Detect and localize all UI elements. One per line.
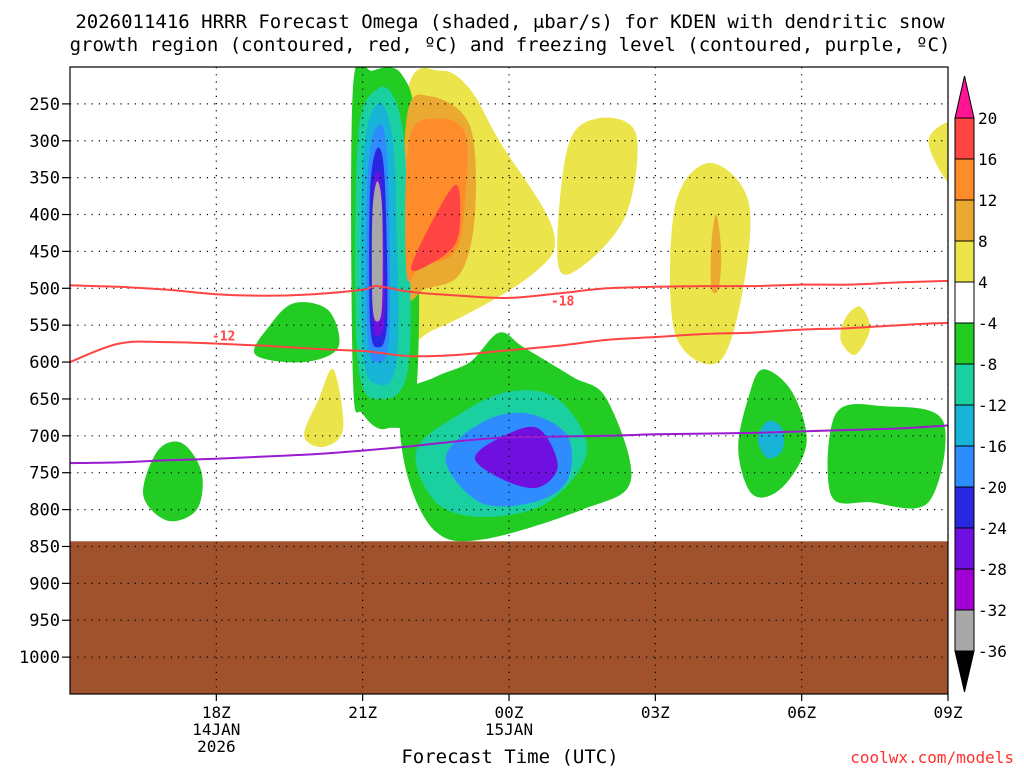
- colorbar-box: [954, 322, 975, 365]
- colorbar-box: [954, 199, 975, 242]
- colorbar-label--20: -20: [978, 478, 1007, 497]
- colorbar-label-4: 4: [978, 273, 988, 292]
- y-tick-label-950: 950: [29, 611, 60, 631]
- y-tick-label-750: 750: [29, 464, 60, 484]
- colorbar-label--12: -12: [978, 396, 1007, 415]
- temperature-contours: -18 -12: [70, 279, 948, 465]
- omega-region-strong-descent-core: [411, 184, 461, 271]
- colorbar-label-16: 16: [978, 150, 997, 169]
- colorbar-bottom-triangle: [954, 650, 975, 693]
- colorbar-label-12: 12: [978, 191, 997, 210]
- colorbar-label--28: -28: [978, 560, 1007, 579]
- contour-label-isotherm-minus12: -12: [212, 330, 235, 345]
- colorbar-box: [954, 363, 975, 406]
- omega-region-ascent-right-1-inner: [757, 420, 784, 459]
- chart-title-line-2: growth region (contoured, red, ºC) and f…: [70, 34, 951, 56]
- colorbar-label--24: -24: [978, 519, 1007, 538]
- omega-region-descent-patch-0815: [840, 306, 871, 355]
- colorbar-box: [954, 486, 975, 529]
- colorbar-box: [954, 568, 975, 611]
- credit-text[interactable]: coolwx.com/models: [850, 748, 1014, 767]
- x-tick-label-18Z: 18Z: [202, 703, 231, 722]
- contour-freezing-level-0C: [70, 424, 948, 465]
- colorbar-box: [954, 158, 975, 201]
- x-tick-label-21Z: 21Z: [348, 703, 377, 722]
- y-tick-label-800: 800: [29, 501, 60, 521]
- y-tick-label-400: 400: [29, 206, 60, 226]
- omega-region-ascent-right-2: [827, 403, 946, 509]
- y-tick-label-650: 650: [29, 390, 60, 410]
- colorbar-label-20: 20: [978, 109, 997, 128]
- colorbar-box: [954, 117, 975, 160]
- colorbar-box: [954, 240, 975, 283]
- colorbar-box: [954, 445, 975, 488]
- omega-region-descent-lobe-0300-12: [710, 214, 722, 294]
- y-tick-label-350: 350: [29, 169, 60, 189]
- colorbar-box: [954, 527, 975, 570]
- y-tick-label-850: 850: [29, 537, 60, 557]
- x-tick-year-2026: 2026: [197, 737, 236, 756]
- y-tick-label-450: 450: [29, 242, 60, 262]
- colorbar-box: [954, 609, 975, 652]
- x-axis-label: Forecast Time (UTC): [401, 746, 618, 768]
- colorbar-box: [954, 404, 975, 447]
- colorbar-label--8: -8: [978, 355, 997, 374]
- colorbar-label--36: -36: [978, 642, 1007, 661]
- contour-label-isotherm-minus18: -18: [551, 294, 575, 309]
- colorbar-top-triangle: [954, 75, 975, 119]
- colorbar-label--4: -4: [978, 314, 997, 333]
- plot-area: -18 -12: [70, 67, 948, 694]
- colorbar-label--32: -32: [978, 601, 1007, 620]
- omega-region-descent-patch-0845: [928, 121, 948, 183]
- pressure-axis: 250 300 350 400 450 500 550 600 650 700 750 800 850 9…: [19, 95, 70, 668]
- y-tick-label-1000: 1000: [19, 648, 60, 668]
- omega-shading: [143, 67, 948, 542]
- terrain-below-surface: [70, 541, 948, 694]
- x-tick-date-15JAN: 15JAN: [485, 720, 533, 739]
- x-tick-label-06Z: 06Z: [787, 703, 816, 722]
- contour-isotherm-minus18: [70, 279, 948, 299]
- x-tick-label-00Z: 00Z: [495, 703, 524, 722]
- chart-title-line-1: 2026011416 HRRR Forecast Omega (shaded, …: [75, 11, 945, 33]
- colorbar-box: [954, 281, 975, 324]
- y-tick-label-500: 500: [29, 279, 60, 299]
- x-tick-date-14JAN: 14JAN: [192, 720, 240, 739]
- colorbar-legend: 20 16 12 8 4 -4 -8 -12 -16 -20 -24 -28 -32 -36: [954, 75, 1007, 693]
- y-tick-label-700: 700: [29, 427, 60, 447]
- colorbar-label-8: 8: [978, 232, 988, 251]
- y-tick-label-550: 550: [29, 316, 60, 336]
- omega-region-descent-lobe-0130: [557, 117, 638, 275]
- y-tick-label-900: 900: [29, 574, 60, 594]
- x-tick-label-03Z: 03Z: [641, 703, 670, 722]
- x-tick-label-09Z: 09Z: [934, 703, 963, 722]
- colorbar-label--16: -16: [978, 437, 1007, 456]
- omega-region-descent-patch-1945: [304, 368, 344, 448]
- y-tick-label-600: 600: [29, 353, 60, 373]
- y-tick-label-250: 250: [29, 95, 60, 115]
- contour-isotherm-minus12: [70, 321, 948, 364]
- y-tick-label-300: 300: [29, 132, 60, 152]
